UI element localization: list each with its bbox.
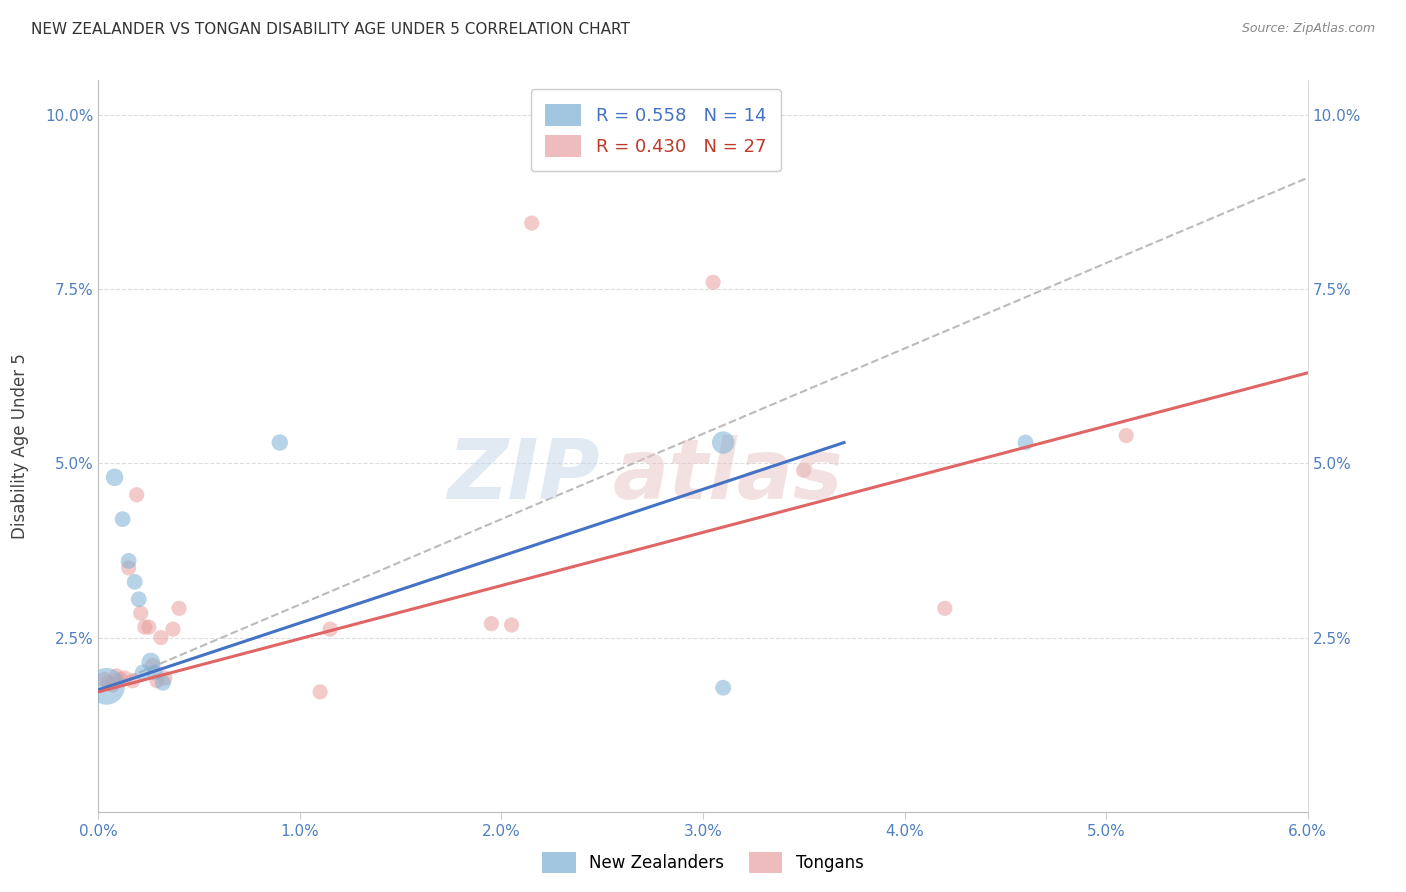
Point	[711, 681, 734, 695]
Text: Source: ZipAtlas.com: Source: ZipAtlas.com	[1241, 22, 1375, 36]
Point	[149, 631, 172, 645]
Point	[118, 561, 141, 575]
Point	[105, 669, 128, 683]
Point	[702, 275, 724, 289]
Point	[934, 601, 956, 615]
Y-axis label: Disability Age Under 5: Disability Age Under 5	[10, 353, 28, 539]
Point	[1014, 435, 1036, 450]
Text: atlas: atlas	[613, 434, 844, 516]
Point	[114, 671, 136, 685]
Point	[128, 592, 150, 607]
Point	[139, 655, 162, 669]
Point	[793, 463, 815, 477]
Point	[1115, 428, 1137, 442]
Point	[481, 616, 503, 631]
Point	[93, 673, 115, 687]
Point	[96, 679, 118, 693]
Point	[711, 435, 734, 450]
Point	[269, 435, 291, 450]
Point	[319, 622, 342, 636]
Point	[143, 665, 166, 680]
Point	[118, 554, 141, 568]
Point	[132, 665, 155, 680]
Point	[501, 618, 523, 632]
Point	[124, 574, 146, 589]
Point	[162, 622, 184, 636]
Point	[142, 658, 165, 673]
Point	[167, 601, 190, 615]
Point	[97, 676, 120, 690]
Text: ZIP: ZIP	[447, 434, 600, 516]
Point	[138, 620, 160, 634]
Legend: New Zealanders, Tongans: New Zealanders, Tongans	[536, 846, 870, 880]
Legend: R = 0.558   N = 14, R = 0.430   N = 27: R = 0.558 N = 14, R = 0.430 N = 27	[530, 89, 780, 171]
Point	[110, 673, 132, 687]
Point	[125, 488, 148, 502]
Point	[121, 673, 143, 688]
Point	[146, 673, 169, 688]
Point	[129, 606, 152, 620]
Text: NEW ZEALANDER VS TONGAN DISABILITY AGE UNDER 5 CORRELATION CHART: NEW ZEALANDER VS TONGAN DISABILITY AGE U…	[31, 22, 630, 37]
Point	[153, 671, 176, 685]
Point	[103, 470, 125, 484]
Point	[520, 216, 543, 230]
Point	[111, 512, 134, 526]
Point	[309, 685, 332, 699]
Point	[134, 620, 156, 634]
Point	[152, 676, 174, 690]
Point	[101, 678, 124, 692]
